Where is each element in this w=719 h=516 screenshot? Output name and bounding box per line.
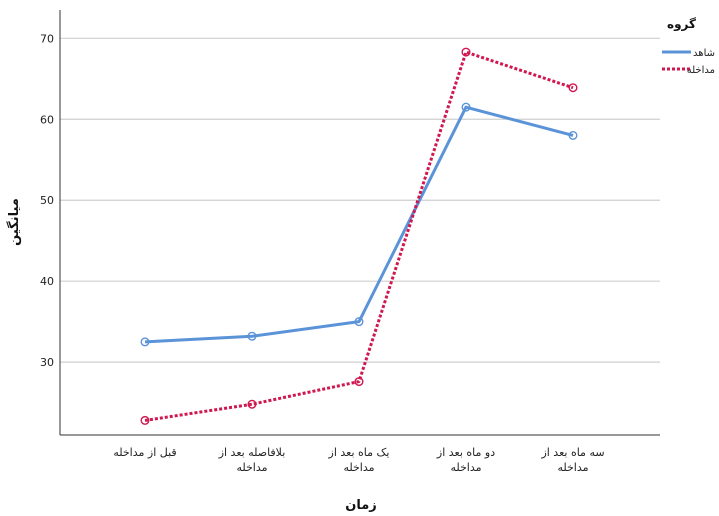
x-tick-label: یک ماه بعد از مداخله <box>328 446 390 474</box>
x-tick-label-line: یک ماه بعد از <box>328 446 390 459</box>
x-tick-label-line: سه ماه بعد از <box>540 446 604 459</box>
y-tick-label: 60 <box>40 113 54 126</box>
y-tick-labels: 30 40 50 60 70 <box>40 32 54 369</box>
y-tick-label: 40 <box>40 275 54 288</box>
data-point <box>461 47 471 57</box>
x-tick-label-line: بلافاصله بعد از <box>218 446 286 459</box>
x-tick-label-line: قبل از مداخله <box>113 446 176 459</box>
legend: گروه شاهد مداخله <box>662 17 715 76</box>
x-tick-label: بلافاصله بعد از مداخله <box>218 446 286 474</box>
axes <box>59 10 660 436</box>
y-tick-label: 50 <box>40 194 54 207</box>
data-point <box>354 317 364 327</box>
data-point <box>140 337 150 347</box>
x-tick-label-line: مداخله <box>557 461 588 474</box>
x-axis-title: زمان <box>345 498 377 513</box>
x-tick-label: سه ماه بعد از مداخله <box>540 446 604 474</box>
data-point <box>461 102 471 112</box>
data-point <box>568 83 578 93</box>
series-line-1 <box>144 105 574 344</box>
data-point <box>568 130 578 140</box>
x-tick-label-line: مداخله <box>343 461 374 474</box>
x-tick-label-line: مداخله <box>450 461 481 474</box>
x-tick-label-line: دو ماه بعد از <box>436 446 495 459</box>
legend-title: گروه <box>667 17 696 32</box>
y-tick-label: 70 <box>40 32 54 45</box>
series-line-2 <box>144 50 574 422</box>
data-point <box>354 377 364 387</box>
data-point <box>140 415 150 425</box>
x-tick-label-line: مداخله <box>236 461 267 474</box>
legend-label: مداخله <box>687 65 715 76</box>
data-point <box>247 331 257 341</box>
series-lines <box>140 47 578 425</box>
y-tick-label: 30 <box>40 356 54 369</box>
x-tick-label: دو ماه بعد از مداخله <box>436 446 495 474</box>
x-tick-label: قبل از مداخله <box>113 446 176 459</box>
data-point <box>247 399 257 409</box>
gridlines <box>60 37 660 363</box>
y-axis-title: میانگین <box>6 198 22 246</box>
legend-label: شاهد <box>693 48 715 59</box>
